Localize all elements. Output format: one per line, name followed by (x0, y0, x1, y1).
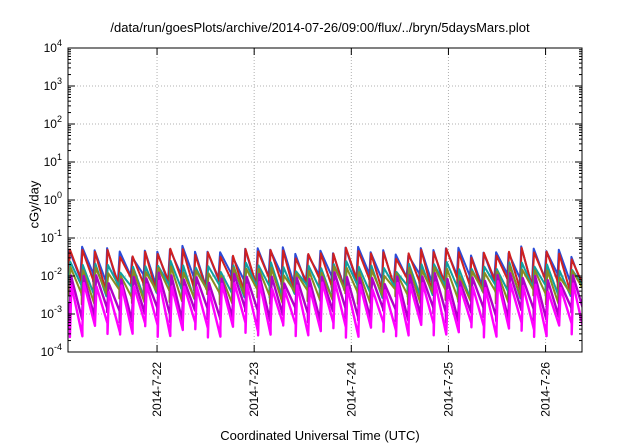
y-tick-label: 100 (44, 190, 62, 207)
series-line-5 (68, 279, 582, 339)
x-tick-label: 2014-7-26 (539, 362, 553, 417)
y-tick-label: 104 (44, 38, 62, 55)
x-tick-label: 2014-7-24 (344, 362, 358, 417)
x-tick-label: 2014-7-23 (247, 362, 261, 417)
y-tick-label: 10-1 (41, 228, 62, 245)
x-tick-label: 2014-7-22 (150, 362, 164, 417)
y-tick-label: 103 (44, 76, 62, 93)
y-tick-label: 10-2 (41, 266, 62, 283)
plot-area (68, 244, 582, 339)
x-axis-label: Coordinated Universal Time (UTC) (220, 428, 420, 443)
y-tick-label: 102 (44, 114, 62, 131)
y-tick-label: 10-4 (41, 342, 62, 359)
y-tick-label: 101 (44, 152, 62, 169)
x-ticks: 2014-7-22 2014-7-23 2014-7-24 2014-7-25 2014… (150, 48, 553, 417)
x-tick-label: 2014-7-25 (441, 362, 455, 417)
chart-title: /data/run/goesPlots/archive/2014-07-26/0… (110, 20, 530, 35)
y-tick-label: 10-3 (41, 304, 62, 321)
